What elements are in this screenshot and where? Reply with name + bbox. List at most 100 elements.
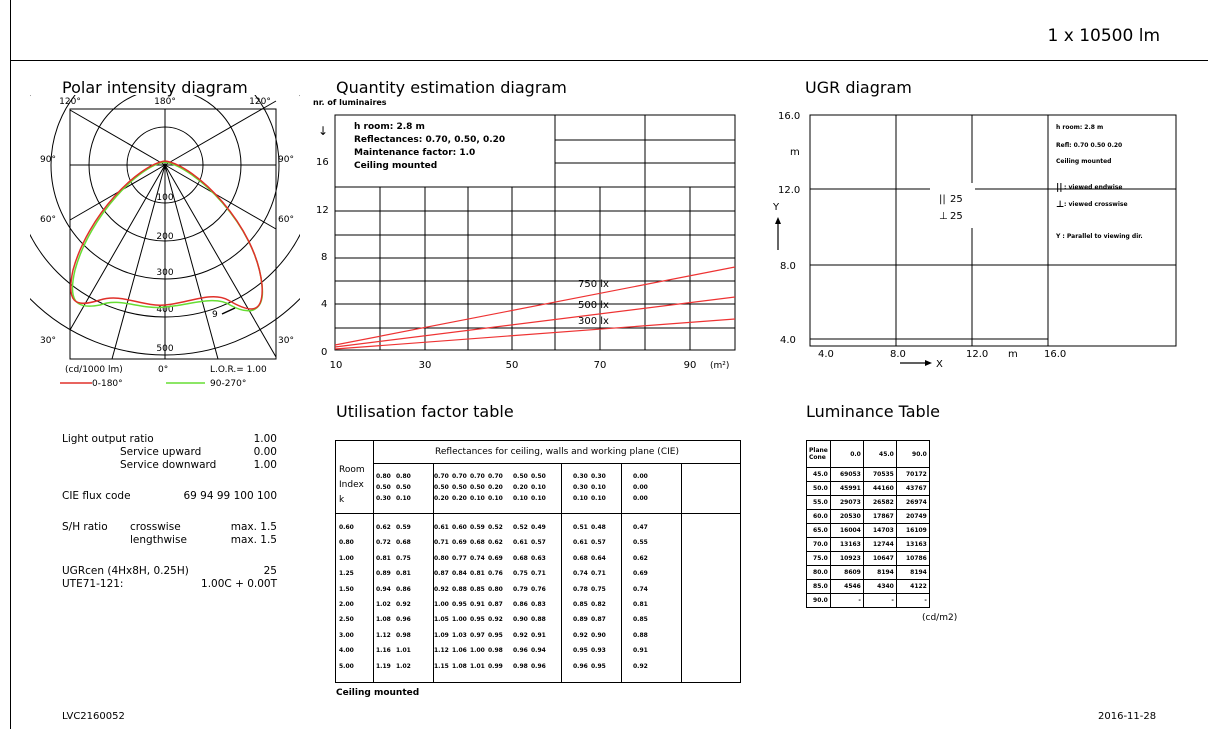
- document-date: 2016-11-28: [1098, 711, 1157, 722]
- upward-value: 0.00: [253, 446, 277, 458]
- line-750: [334, 266, 736, 346]
- uf-cell: 0.61: [513, 539, 528, 547]
- uf-cell: 0.47: [633, 524, 648, 531]
- uf-reflectance-cell: 0.10: [488, 495, 503, 502]
- ugr-xtick-4: 4.0: [818, 349, 834, 360]
- uf-cell: 1.16: [376, 647, 391, 655]
- q-xtick-90: 90: [684, 360, 697, 371]
- ugr-value: 25: [263, 565, 277, 577]
- uf-reflectance-cell: 0.00: [633, 484, 648, 491]
- ugr-diagram: 16.0 m 12.0 Y 8.0 4.0 4.0 8.0 12.0 m 16.…: [772, 111, 1177, 370]
- uf-room-index: 1.00: [339, 554, 354, 562]
- uf-reflectance-cell: 0.20: [513, 484, 528, 491]
- uf-cell: 0.96: [531, 662, 546, 670]
- table-row: 1.00 0.81 0.75 0.80 0.77 0.74 0.69 0.68 0.63 0.68…: [336, 554, 736, 569]
- uf-reflectance-cell: 0.10: [591, 484, 606, 491]
- uf-cell: 0.48: [591, 524, 606, 531]
- uf-cell: 0.61: [434, 524, 449, 531]
- polar-diagram: 120° 180° 120° 90° 60° 30° 90° 60° 30° 1…: [30, 95, 300, 389]
- uf-cell: 0.92: [434, 585, 449, 593]
- quantity-info-hroom: h room: 2.8 m: [354, 122, 425, 132]
- uf-cell: 0.71: [434, 539, 449, 547]
- uf-reflectance-cell: 0.30: [591, 473, 606, 480]
- uf-footer: Ceiling mounted: [336, 688, 420, 698]
- uf-cell: 0.95: [470, 616, 485, 624]
- uf-cell: 0.92: [513, 631, 528, 639]
- uf-reflectance-cell: 0.70: [470, 473, 485, 480]
- uf-cell: 0.91: [531, 631, 546, 639]
- table-row: 5.00 1.19 1.02 1.15 1.08 1.01 0.99 0.98 0.96 0.96…: [336, 662, 736, 677]
- lum-angle-cell: 45.0: [806, 467, 831, 482]
- uf-room-index: 0.80: [339, 539, 354, 547]
- uf-cell: 0.74: [573, 570, 588, 578]
- lum-cell: 4546: [829, 579, 864, 594]
- quantity-info-mf: Maintenance factor: 1.0: [354, 148, 475, 158]
- uf-cell: 0.59: [470, 524, 485, 531]
- table-row: 60.0 20530 17867 20749: [806, 509, 930, 524]
- uf-reflectance-cell: 0.50: [513, 473, 528, 480]
- polar-angle-left-90: 90°: [40, 155, 56, 165]
- uf-table: Reflectances for ceiling, walls and work…: [335, 440, 741, 683]
- lum-angle-cell: 60.0: [806, 509, 831, 524]
- ugr-title: UGR diagram: [805, 78, 912, 97]
- polar-title: Polar intensity diagram: [62, 78, 248, 97]
- uf-room-index: 3.00: [339, 631, 354, 639]
- uf-cell: 0.80: [434, 554, 449, 562]
- lum-cell: 10786: [895, 551, 930, 566]
- lum-cell: 8194: [862, 565, 897, 580]
- label-750: 750 lx: [578, 279, 609, 290]
- table-row: 70.0 13163 12744 13163: [806, 537, 930, 552]
- lum-cell: 43767: [895, 481, 930, 496]
- lum-angle-cell: 65.0: [806, 523, 831, 538]
- uf-cell: 0.92: [633, 662, 648, 670]
- sh-label: S/H ratio: [62, 521, 108, 533]
- uf-reflectance-cell: 0.10: [470, 495, 485, 502]
- uf-cell: 0.72: [376, 539, 391, 547]
- lum-cell: 4122: [895, 579, 930, 594]
- polar-angle-top-center: 180°: [154, 97, 176, 107]
- uf-cell: 0.71: [591, 570, 606, 578]
- polar-angle-left-30: 30°: [40, 336, 56, 346]
- sh-lengthwise-value: max. 1.5: [230, 534, 277, 546]
- quantity-info-refl: Reflectances: 0.70, 0.50, 0.20: [354, 135, 505, 145]
- polar-lor: L.O.R.= 1.00: [210, 365, 267, 375]
- uf-cell: 0.68: [573, 554, 588, 562]
- uf-cell: 0.59: [396, 524, 411, 531]
- uf-cell: 0.52: [513, 524, 528, 531]
- uf-cell: 0.81: [633, 600, 648, 608]
- ugr-note-hroom: h room: 2.8 m: [1056, 124, 1103, 131]
- uf-reflectance-row: 0.80 0.80 0.70 0.70 0.70 0.70 0.50 0.50 0.30 0.30…: [376, 471, 736, 482]
- uf-cell: 1.08: [376, 616, 391, 624]
- uf-reflectance-cell: 0.80: [396, 473, 411, 480]
- lum-corner-cell: Plane Cone: [806, 440, 831, 468]
- uf-cell: 0.96: [573, 662, 588, 670]
- uf-cell: 0.62: [488, 539, 503, 547]
- uf-room-index: 4.00: [339, 647, 354, 655]
- lum-cell: 16109: [895, 523, 930, 538]
- uf-cell: 0.95: [488, 631, 503, 639]
- lum-angle-cell: 50.0: [806, 481, 831, 496]
- lum-cell: 29073: [829, 495, 864, 510]
- uf-reflectance-cell: 0.50: [396, 484, 411, 491]
- lum-cell: 10647: [862, 551, 897, 566]
- table-row: 0.80 0.72 0.68 0.71 0.69 0.68 0.62 0.61 0.57 0.61…: [336, 538, 736, 553]
- uf-cell: 1.01: [396, 647, 411, 655]
- uf-reflectance-cell: 0.50: [376, 484, 391, 491]
- uf-reflectance-cell: 0.50: [452, 484, 467, 491]
- lum-col-header: 0.0: [829, 440, 864, 468]
- lum-cell: 20530: [829, 509, 864, 524]
- polar-grid: [30, 95, 300, 360]
- uf-reflectance-cell: 0.30: [573, 473, 588, 480]
- uf-reflectance-cell: 0.80: [376, 473, 391, 480]
- lum-cell: -: [829, 593, 864, 608]
- uf-cell: 0.90: [513, 616, 528, 624]
- ugr-val-endwise: 25: [950, 194, 963, 205]
- uf-cell: 0.83: [531, 600, 546, 608]
- polar-angle-right-30: 30°: [278, 336, 294, 346]
- uf-reflectance-cell: 0.10: [591, 495, 606, 502]
- polar-zero: 0°: [158, 365, 168, 375]
- uf-cell: 1.02: [376, 600, 391, 608]
- lum-angle-cell: 75.0: [806, 551, 831, 566]
- lumen-output: 1 x 10500 lm: [1047, 26, 1160, 46]
- uf-cell: 0.96: [513, 647, 528, 655]
